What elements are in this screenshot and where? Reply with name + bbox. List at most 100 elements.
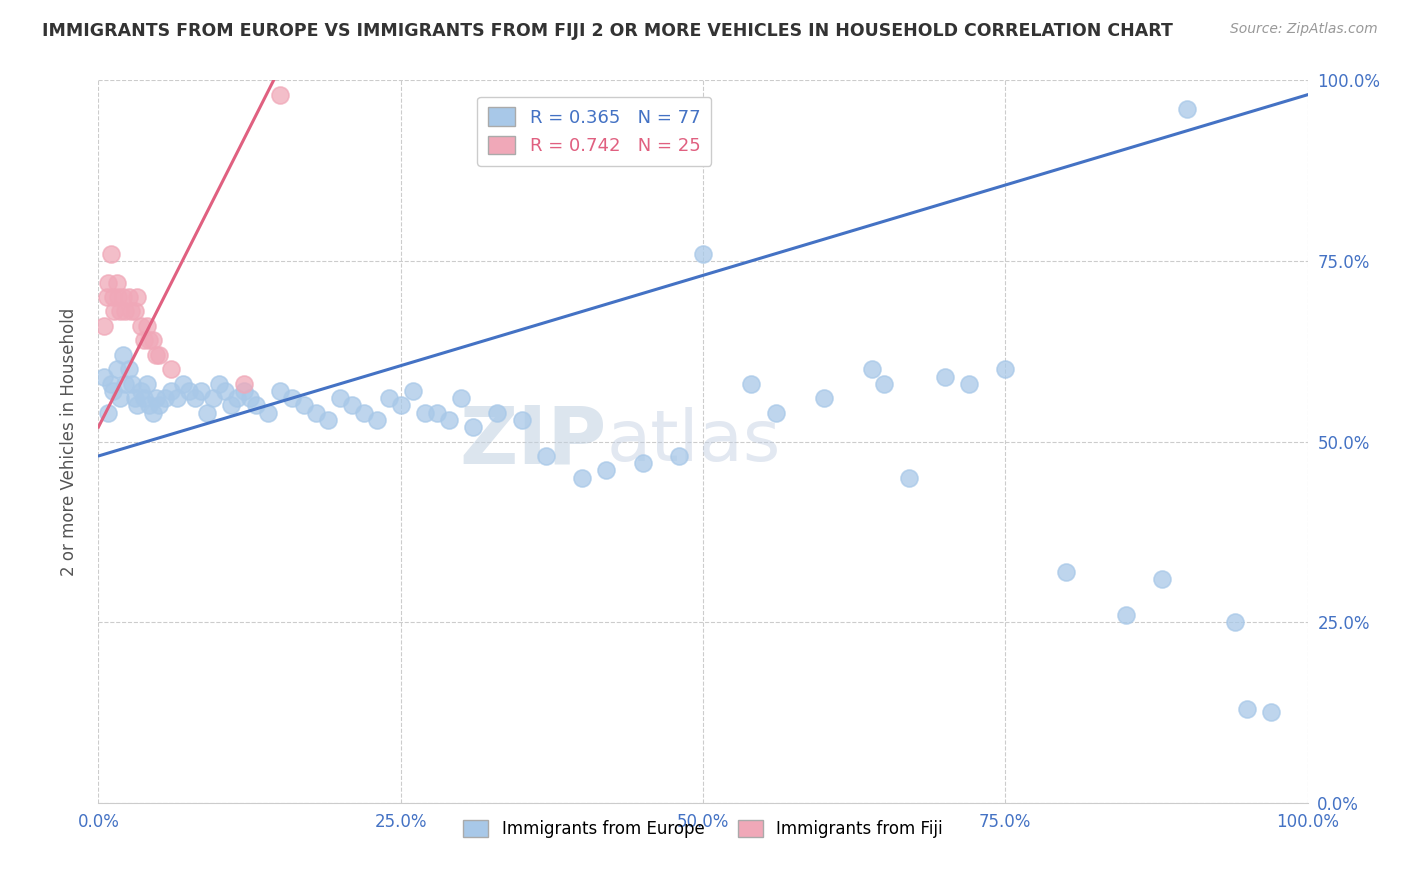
Point (118, 290, 141, 304)
Point (114, 376, 136, 391)
Point (108, 391, 131, 405)
Text: Source: ZipAtlas.com: Source: ZipAtlas.com (1230, 22, 1378, 37)
Point (1115, 607, 1137, 622)
Point (426, 406, 449, 420)
Point (208, 376, 231, 391)
Point (281, 391, 304, 405)
Point (860, 362, 883, 376)
Point (957, 376, 980, 391)
Point (97, 276, 120, 290)
Point (934, 369, 956, 384)
Point (142, 334, 165, 348)
Point (114, 304, 136, 318)
Point (1260, 706, 1282, 720)
Text: atlas: atlas (606, 407, 780, 476)
Y-axis label: 2 or more Vehicles in Household: 2 or more Vehicles in Household (59, 308, 77, 575)
Point (353, 406, 375, 420)
Point (329, 391, 352, 405)
Point (96, 290, 118, 304)
Point (111, 348, 134, 362)
Point (100, 376, 122, 391)
Point (134, 334, 156, 348)
Point (486, 406, 509, 420)
Point (740, 376, 762, 391)
Point (232, 384, 254, 398)
Point (377, 391, 399, 405)
Point (93, 369, 115, 384)
Point (124, 304, 146, 318)
Point (510, 413, 533, 427)
Point (145, 348, 167, 362)
Point (366, 413, 388, 427)
Point (134, 391, 156, 405)
Point (389, 398, 412, 412)
Point (1054, 565, 1077, 579)
Point (108, 304, 131, 318)
Point (668, 449, 690, 463)
Point (111, 290, 134, 304)
Point (316, 413, 339, 427)
Point (226, 391, 249, 405)
Point (437, 413, 460, 427)
Point (221, 398, 243, 412)
Point (120, 304, 142, 318)
Point (124, 391, 146, 405)
Point (121, 376, 143, 391)
Point (107, 290, 129, 304)
Legend: Immigrants from Europe, Immigrants from Fiji: Immigrants from Europe, Immigrants from … (457, 814, 949, 845)
Text: ZIP: ZIP (458, 402, 606, 481)
Point (100, 246, 122, 260)
Point (129, 384, 152, 398)
Point (214, 384, 236, 398)
Point (292, 398, 315, 412)
Point (413, 406, 436, 420)
Point (402, 384, 425, 398)
Point (1223, 615, 1246, 630)
Point (129, 318, 152, 333)
Point (101, 384, 124, 398)
Point (595, 463, 617, 477)
Point (1175, 102, 1198, 116)
Point (142, 406, 165, 420)
Point (127, 290, 149, 304)
Point (172, 376, 194, 391)
Point (105, 362, 128, 376)
Point (135, 318, 157, 333)
Point (534, 449, 557, 463)
Point (148, 348, 170, 362)
Point (179, 384, 201, 398)
Point (118, 362, 141, 376)
Point (765, 406, 787, 420)
Point (195, 406, 218, 420)
Point (692, 246, 714, 260)
Point (127, 398, 149, 412)
Point (184, 391, 207, 405)
Point (135, 376, 157, 391)
Point (153, 391, 176, 405)
Point (166, 391, 188, 405)
Point (269, 384, 291, 398)
Point (342, 398, 364, 412)
Point (305, 406, 328, 420)
Point (897, 470, 920, 484)
Point (1236, 702, 1258, 716)
Point (93, 318, 115, 333)
Point (1152, 572, 1174, 586)
Point (138, 334, 160, 348)
Point (97, 406, 120, 420)
Point (190, 384, 212, 398)
Point (463, 420, 485, 434)
Point (103, 304, 125, 318)
Point (202, 391, 225, 405)
Text: IMMIGRANTS FROM EUROPE VS IMMIGRANTS FROM FIJI 2 OR MORE VEHICLES IN HOUSEHOLD C: IMMIGRANTS FROM EUROPE VS IMMIGRANTS FRO… (42, 22, 1173, 40)
Point (145, 391, 167, 405)
Point (138, 398, 160, 412)
Point (873, 376, 896, 391)
Point (269, 87, 291, 102)
Point (232, 376, 254, 391)
Point (148, 398, 170, 412)
Point (239, 391, 262, 405)
Point (160, 384, 183, 398)
Point (105, 276, 128, 290)
Point (571, 470, 593, 484)
